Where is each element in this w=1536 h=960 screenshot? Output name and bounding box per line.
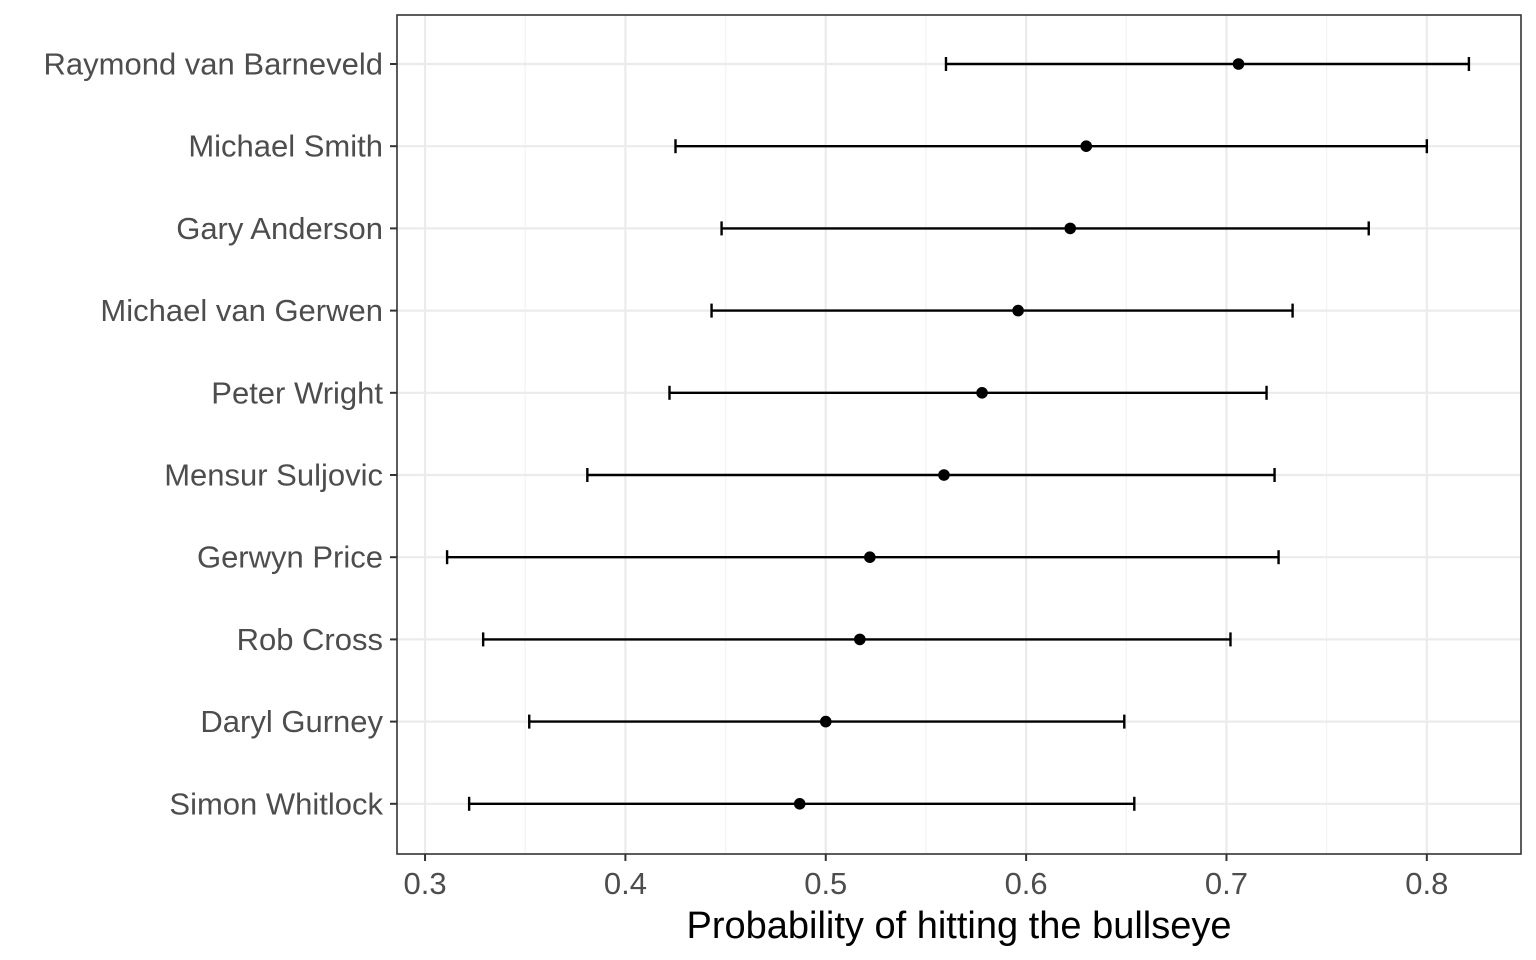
estimate-point	[1080, 140, 1093, 152]
x-tick-label: 0.4	[604, 866, 647, 901]
y-tick-label: Peter Wright	[211, 375, 383, 410]
x-tick-label: 0.6	[1005, 866, 1048, 901]
estimate-point	[1012, 304, 1024, 317]
panel-border	[396, 14, 1522, 855]
estimate-point	[854, 633, 866, 646]
minor-gridlines	[524, 15, 1328, 854]
major-gridlines	[397, 15, 1521, 854]
x-tick-label: 0.7	[1205, 866, 1248, 901]
y-tick-label: Gary Anderson	[176, 211, 383, 246]
y-tick-label: Gerwyn Price	[197, 540, 383, 575]
estimate-point	[1064, 222, 1076, 235]
x-tick-label: 0.5	[804, 866, 847, 901]
y-tick-label: Michael Smith	[188, 129, 383, 164]
estimate-point	[938, 469, 950, 481]
x-tick-label: 0.3	[403, 866, 446, 901]
y-tick-label: Michael van Gerwen	[100, 293, 383, 328]
estimate-point	[864, 551, 876, 563]
estimate-point	[976, 387, 988, 399]
x-axis: 0.3 0.4 0.5 0.6 0.7 0.8	[403, 854, 1448, 901]
estimate-point	[819, 715, 832, 728]
y-tick-label: Raymond van Barneveld	[44, 47, 383, 82]
x-tick-label: 0.8	[1405, 866, 1448, 901]
y-tick-label: Daryl Gurney	[200, 704, 383, 739]
estimate-point	[1232, 58, 1245, 70]
y-tick-label: Rob Cross	[237, 622, 383, 657]
error-bars	[445, 57, 1471, 811]
y-tick-label: Simon Whitlock	[169, 786, 383, 821]
estimate-point	[793, 798, 806, 810]
y-axis: Raymond van Barneveld Michael Smith Gary A…	[44, 47, 397, 821]
estimate-points	[793, 58, 1245, 810]
x-axis-title: Probability of hitting the bullseye	[687, 905, 1232, 947]
y-tick-label: Mensur Suljovic	[164, 458, 383, 493]
